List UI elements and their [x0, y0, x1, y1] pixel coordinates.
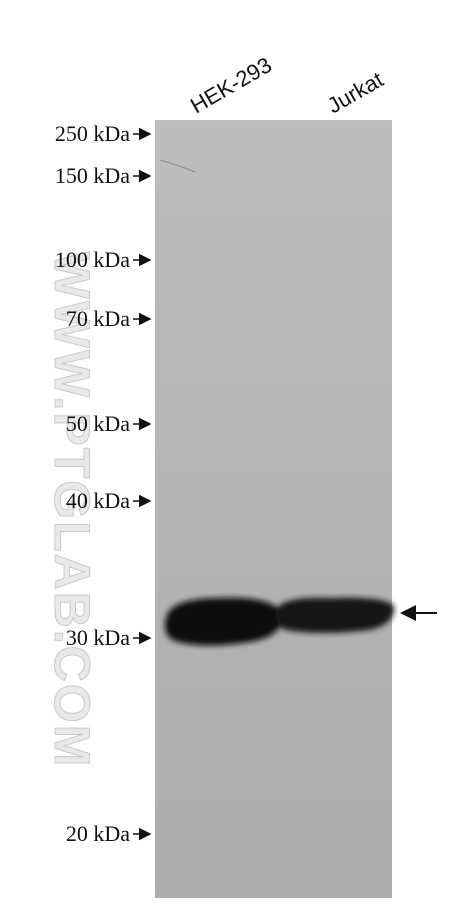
band-hek-293	[164, 597, 283, 646]
scratch	[159, 159, 196, 173]
marker-label: 100 kDa	[55, 247, 130, 272]
bands	[164, 597, 395, 646]
marker-label: 150 kDa	[55, 163, 130, 188]
lane-label: HEK-293	[186, 52, 276, 118]
marker-labels: 250 kDa 150 kDa 100 kDa 70 kDa 50 kDa 40 kDa 3…	[55, 121, 152, 846]
marker-label: 20 kDa	[66, 821, 130, 846]
marker-label: 30 kDa	[66, 625, 130, 650]
marker-label: 50 kDa	[66, 411, 130, 436]
lane-label: Jurkat	[323, 67, 387, 119]
band-jurkat	[275, 597, 395, 633]
marker-label: 40 kDa	[66, 488, 130, 513]
watermark: WWW.PTGLAB.COM	[44, 252, 100, 769]
blot-membrane	[155, 120, 392, 898]
marker-label: 250 kDa	[55, 121, 130, 146]
marker-label: 70 kDa	[66, 306, 130, 331]
